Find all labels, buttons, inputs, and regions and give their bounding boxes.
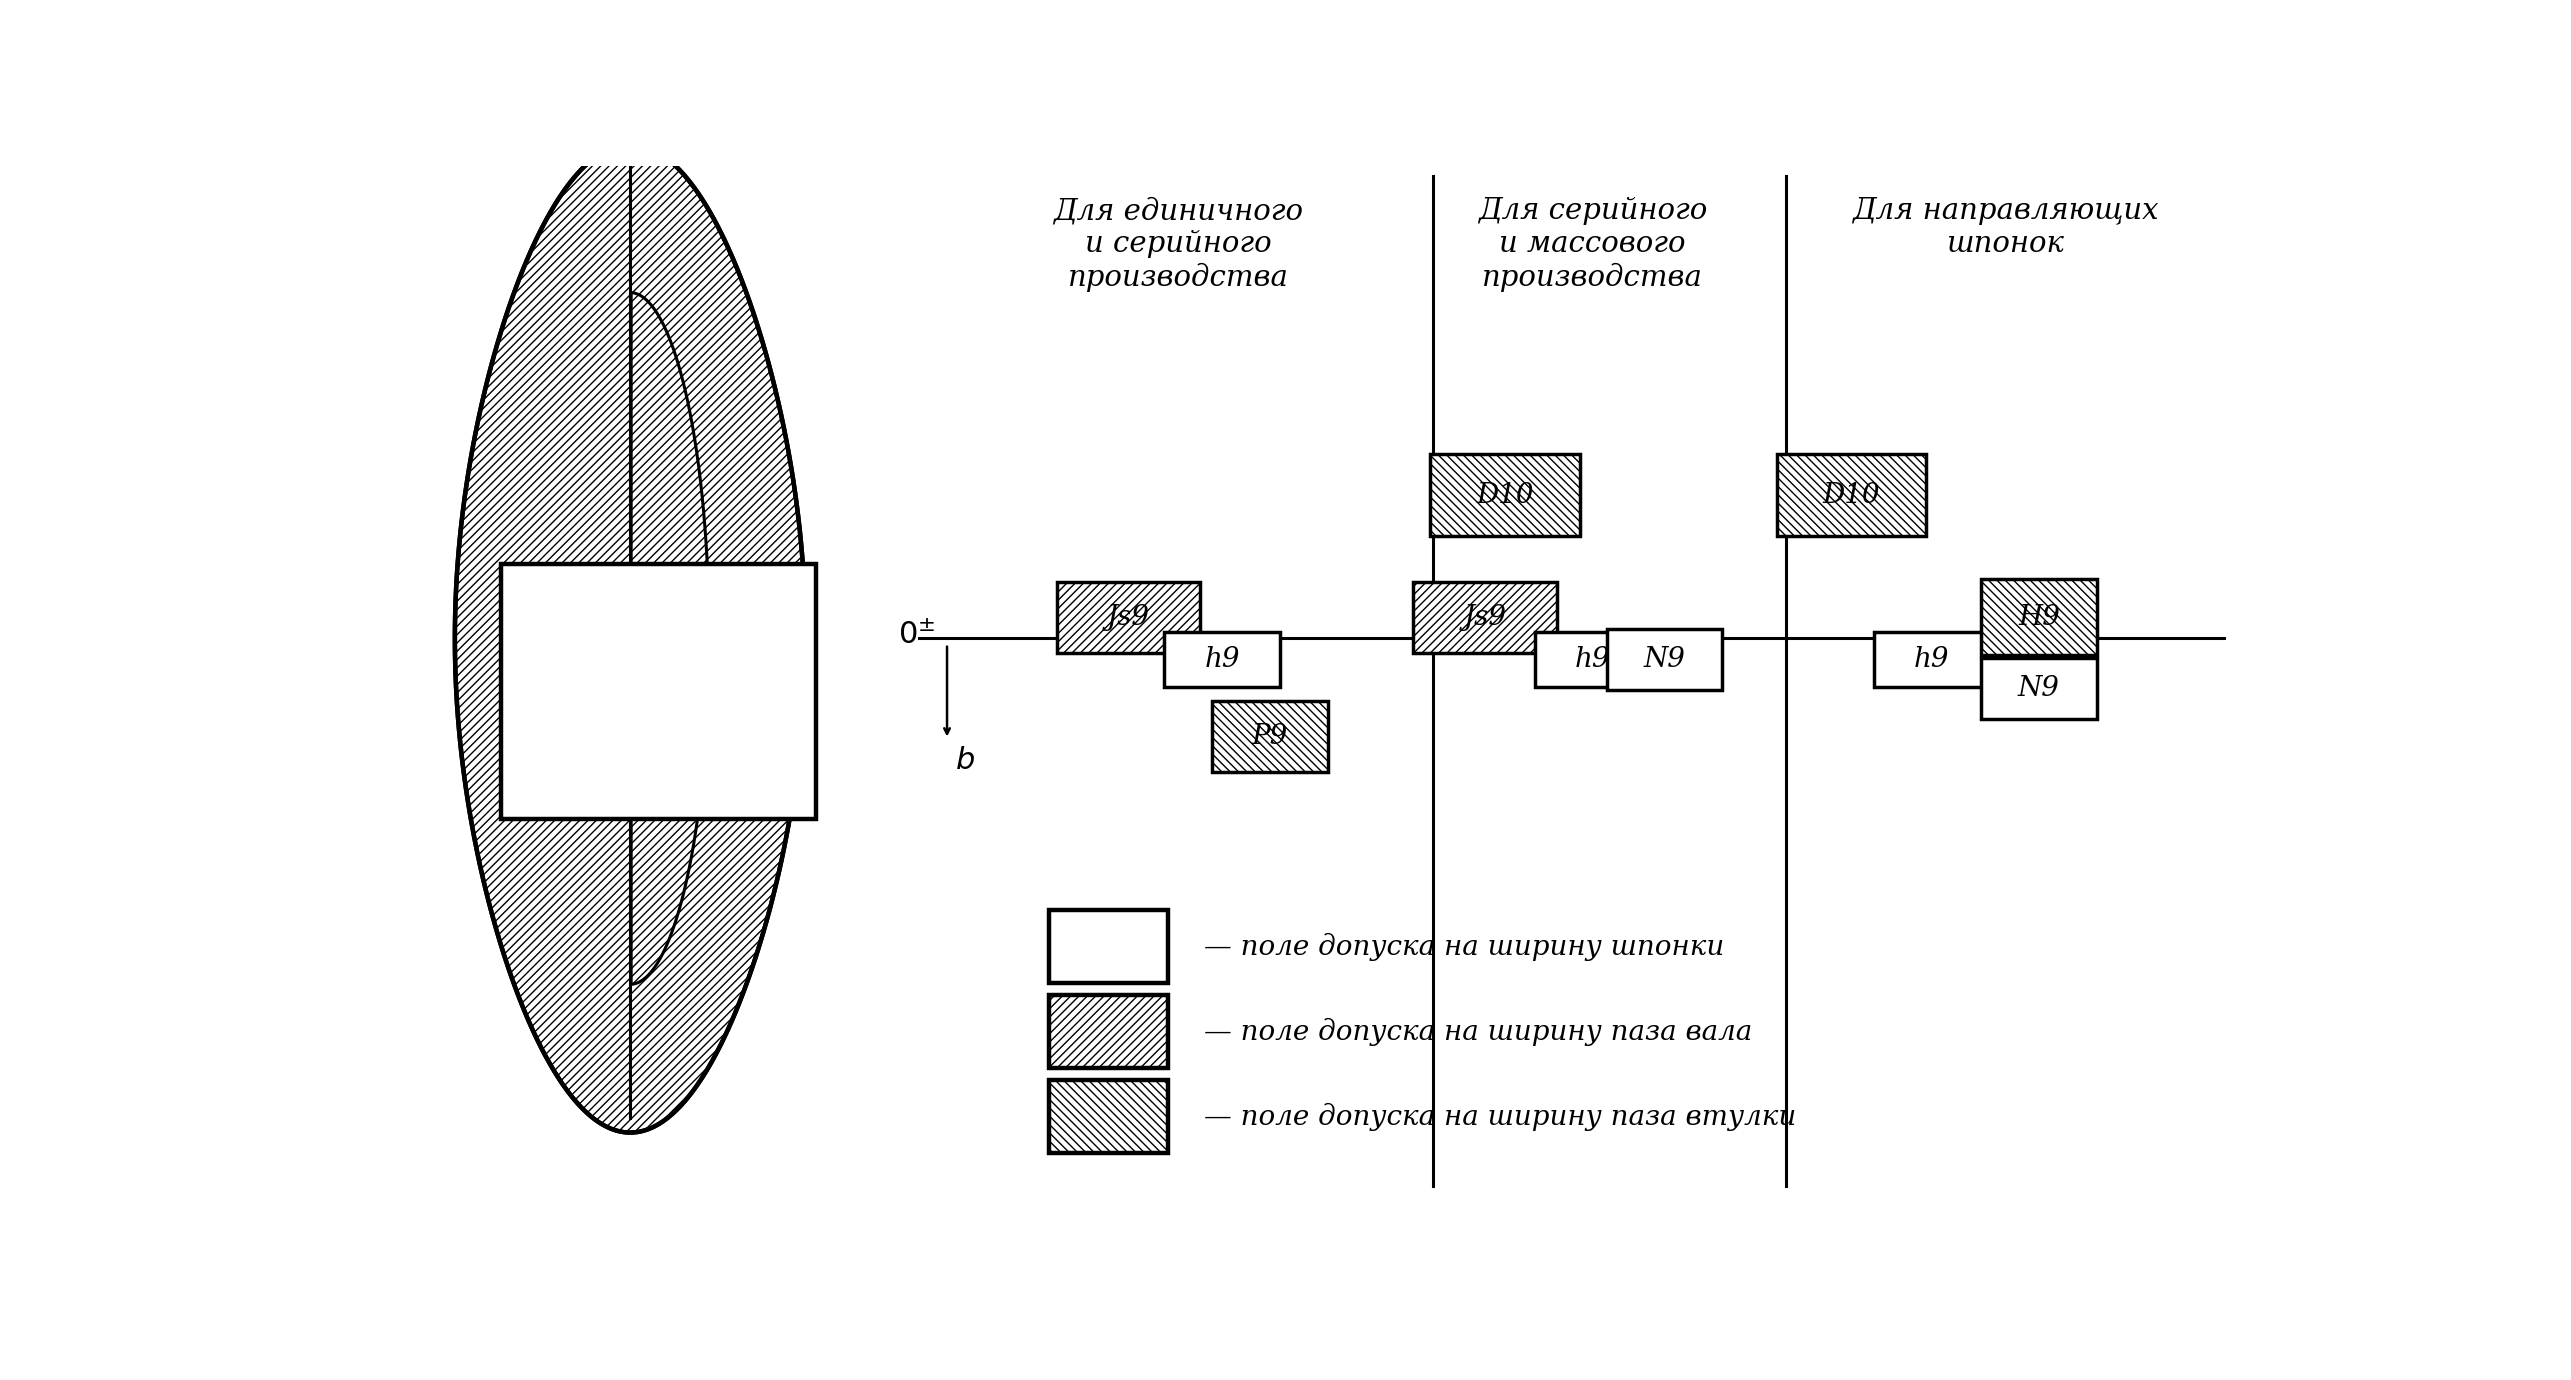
Text: — поле допуска на ширину шпонки: — поле допуска на ширину шпонки — [1203, 933, 1725, 960]
Text: h9: h9 — [1203, 646, 1239, 673]
Polygon shape — [455, 145, 805, 1133]
Bar — [1607, 629, 1723, 690]
Text: $b$: $b$ — [954, 745, 974, 776]
Bar — [1049, 911, 1167, 983]
Text: Для серийного
и массового
производства: Для серийного и массового производства — [1478, 197, 1707, 291]
Bar — [1211, 701, 1327, 771]
Bar — [1982, 658, 2098, 719]
Bar — [1777, 454, 1926, 537]
Bar — [1429, 454, 1579, 537]
Bar — [1874, 632, 1990, 687]
Text: H9: H9 — [2018, 603, 2059, 631]
Text: h9: h9 — [1576, 646, 1609, 673]
Text: D10: D10 — [1823, 482, 1879, 508]
Bar — [1049, 995, 1167, 1068]
Text: Js9: Js9 — [1463, 603, 1507, 631]
Polygon shape — [455, 145, 805, 1133]
Text: h9: h9 — [1913, 646, 1949, 673]
Bar — [1057, 581, 1201, 653]
Text: $0^{\pm}$: $0^{\pm}$ — [897, 620, 936, 651]
Text: P9: P9 — [1252, 723, 1288, 749]
Bar — [1165, 632, 1280, 687]
Bar — [501, 564, 815, 820]
Text: — поле допуска на ширину паза втулки: — поле допуска на ширину паза втулки — [1203, 1103, 1797, 1130]
Text: — поле допуска на ширину паза вала: — поле допуска на ширину паза вала — [1203, 1017, 1753, 1046]
Text: Для единичного
и серийного
производства: Для единичного и серийного производства — [1054, 197, 1303, 291]
Text: N9: N9 — [1643, 646, 1684, 673]
Bar — [1535, 632, 1651, 687]
Bar — [1982, 580, 2098, 656]
Bar — [1414, 581, 1555, 653]
Text: N9: N9 — [2018, 675, 2059, 702]
Text: Js9: Js9 — [1108, 603, 1149, 631]
Text: Для направляющих
шпонок: Для направляющих шпонок — [1851, 197, 2157, 258]
Text: D10: D10 — [1476, 482, 1535, 508]
Bar — [1049, 1081, 1167, 1152]
